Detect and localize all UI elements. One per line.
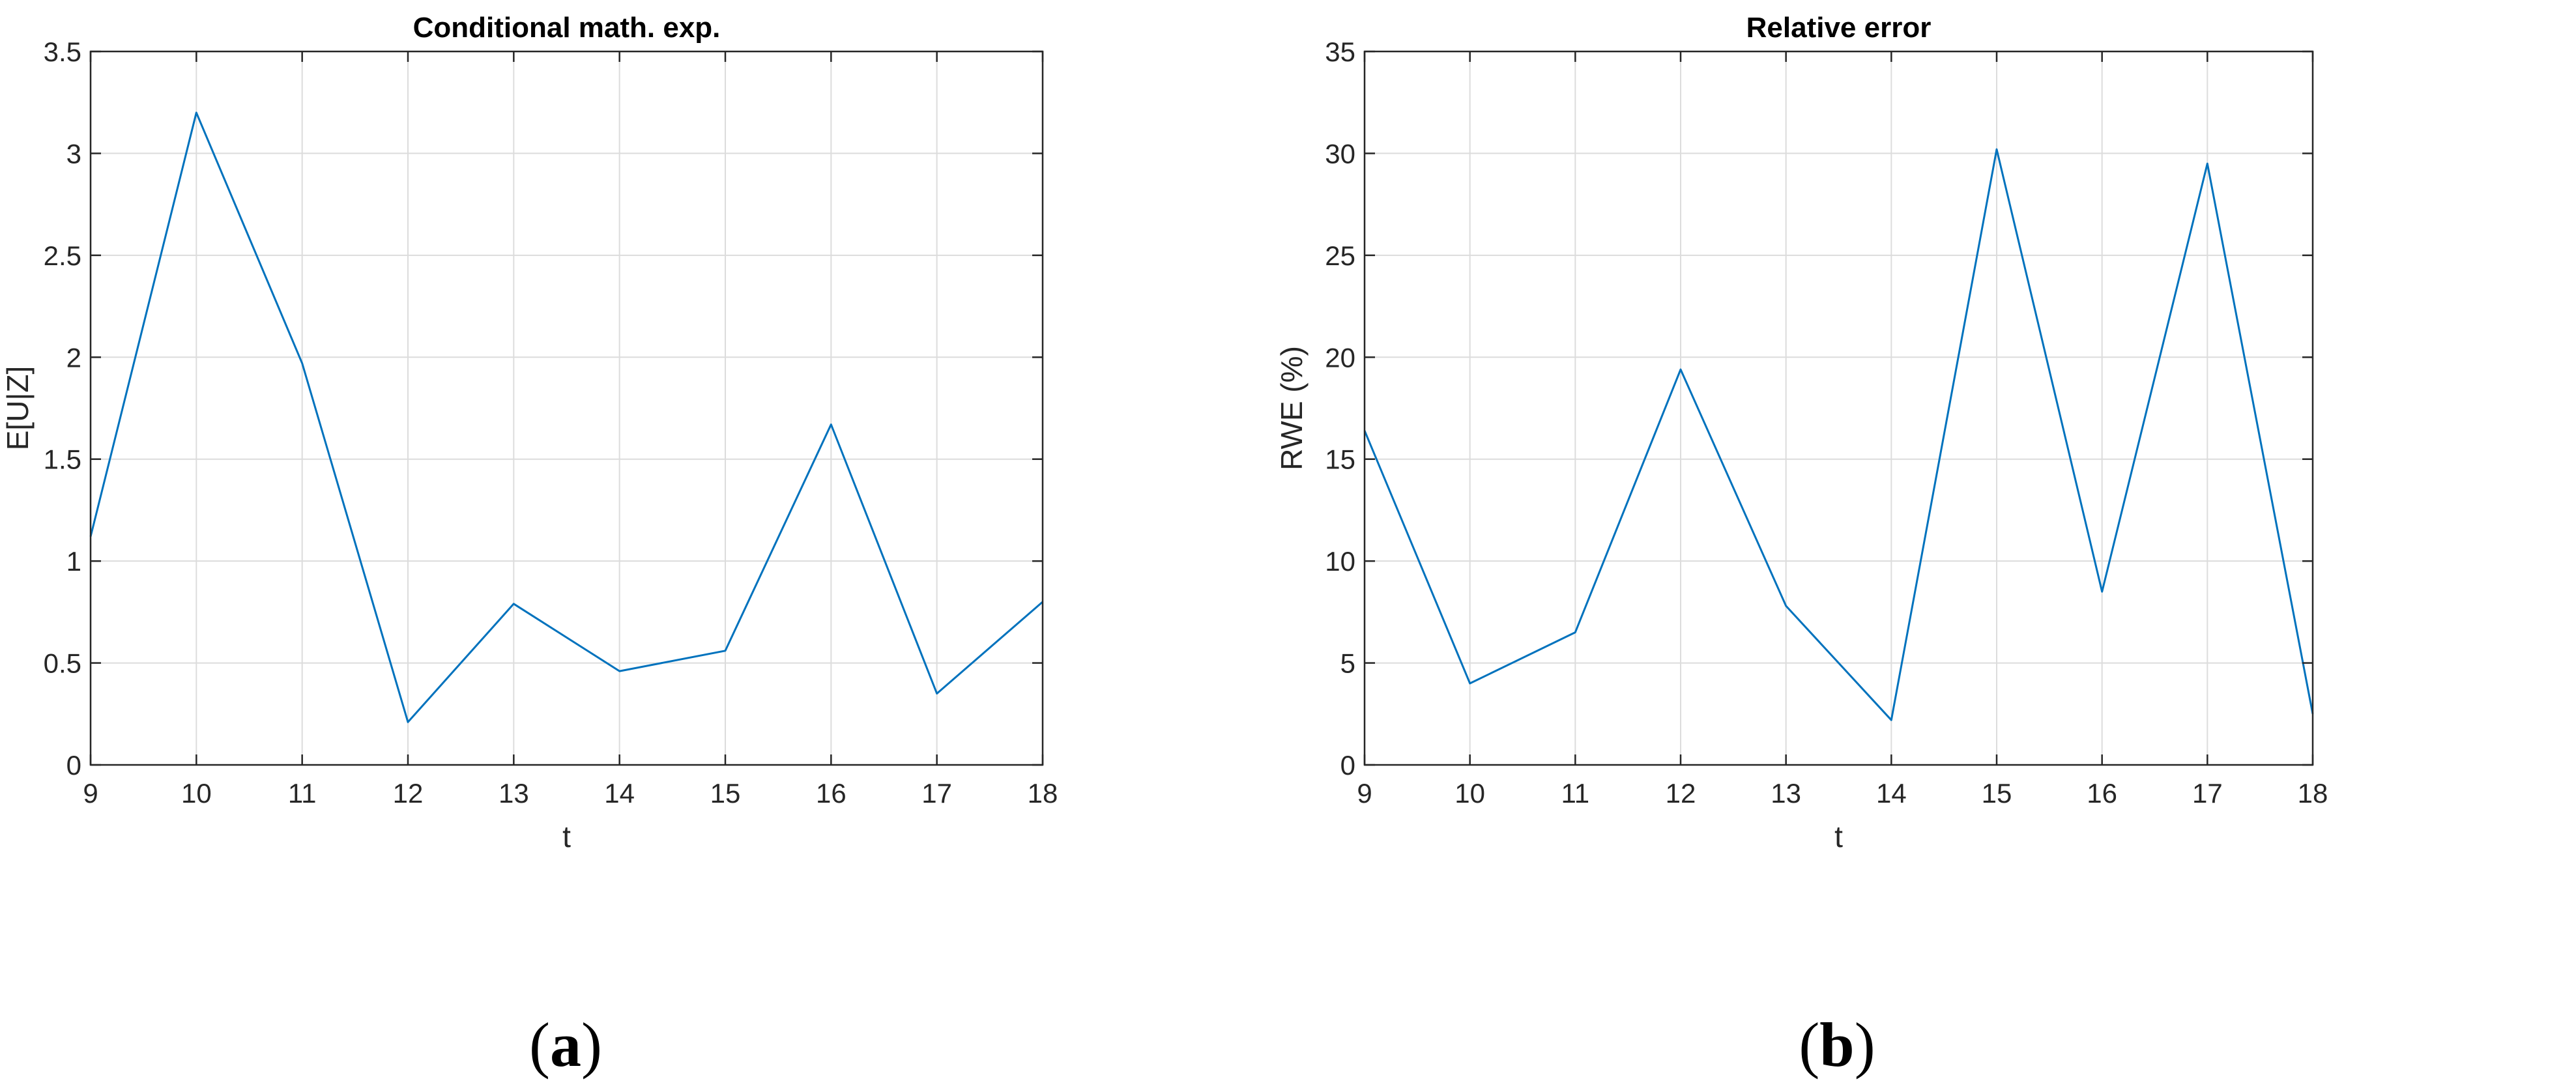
x-axis-label-a: t: [562, 820, 571, 853]
data-point-b-2: [1574, 631, 1576, 633]
caption-a-letter: a: [550, 1010, 581, 1080]
ytick-label-a-3: 1.5: [44, 444, 81, 475]
ytick-label-b-3: 15: [1325, 444, 1355, 475]
y-axis-label-b: RWE (%): [1275, 346, 1309, 470]
xtick-label-a-7: 16: [816, 778, 847, 809]
ytick-label-a-6: 3: [66, 138, 81, 169]
ytick-label-a-5: 2.5: [44, 240, 81, 271]
data-point-a-8: [936, 693, 938, 695]
y-axis-label-a: E[U|Z]: [1, 366, 35, 451]
series-line-b: [1363, 148, 2314, 721]
xtick-label-b-3: 12: [1666, 778, 1696, 809]
data-point-b-3: [1680, 369, 1682, 371]
ytick-label-b-7: 35: [1325, 36, 1355, 67]
plot-area-b: [1365, 51, 2313, 765]
xtick-label-a-0: 9: [83, 778, 98, 809]
data-point-b-7: [2101, 591, 2103, 593]
ytick-label-b-6: 30: [1325, 138, 1355, 169]
data-point-b-8: [2207, 163, 2208, 165]
caption-a: (a): [529, 1010, 602, 1080]
ytick-label-b-2: 10: [1325, 546, 1355, 577]
xtick-label-b-8: 17: [2192, 778, 2223, 809]
data-point-b-6: [1996, 149, 1998, 151]
xtick-label-a-3: 12: [393, 778, 424, 809]
chart-title-a: Conditional math. exp.: [413, 12, 721, 44]
caption-b-letter: b: [1819, 1010, 1855, 1080]
xtick-label-a-9: 18: [1028, 778, 1058, 809]
data-point-a-7: [830, 423, 832, 425]
plot-area-a: [91, 51, 1043, 765]
chart-title-b: Relative error: [1746, 12, 1932, 44]
xtick-label-a-5: 14: [604, 778, 635, 809]
xtick-label-a-6: 15: [710, 778, 741, 809]
data-point-b-4: [1785, 605, 1787, 607]
xtick-label-b-6: 15: [1982, 778, 2012, 809]
xtick-label-a-1: 10: [181, 778, 212, 809]
x-axis-label-b: t: [1834, 820, 1843, 853]
data-point-a-5: [618, 670, 620, 672]
chart-b: 9 10 11 12 13 14 15 16 17 18 0 5 10 15 20 25 30 35 Relativ…: [1275, 12, 2328, 853]
caption-b: (b): [1799, 1010, 1875, 1080]
ytick-label-b-4: 20: [1325, 342, 1355, 373]
xtick-label-b-4: 13: [1771, 778, 1801, 809]
xtick-label-b-7: 16: [2087, 778, 2117, 809]
data-point-a-1: [195, 111, 197, 113]
ytick-label-a-0: 0: [66, 750, 81, 781]
axes-box-a: [89, 50, 1044, 766]
data-point-a-6: [725, 650, 727, 652]
xtick-label-b-2: 11: [1561, 778, 1590, 809]
xtick-label-a-8: 17: [921, 778, 952, 809]
xtick-label-b-5: 14: [1876, 778, 1907, 809]
data-point-a-2: [301, 362, 303, 364]
ytick-label-b-0: 0: [1340, 750, 1355, 781]
ytick-label-b-1: 5: [1340, 648, 1355, 679]
ytick-label-a-2: 1: [66, 546, 81, 577]
axes-box-b: [1363, 50, 2314, 766]
chart-a: 9 10 11 12 13 14 15 16 17 18 0 0.5 1 1.5 2 2.5 3 3.5 Condi…: [1, 12, 1058, 853]
ytick-label-b-5: 25: [1325, 240, 1355, 271]
xtick-label-b-0: 9: [1357, 778, 1372, 809]
xtick-label-a-4: 13: [499, 778, 529, 809]
ytick-label-a-4: 2: [66, 342, 81, 373]
ytick-label-a-7: 3.5: [44, 36, 81, 67]
data-point-a-4: [513, 603, 515, 605]
xtick-label-b-9: 18: [2298, 778, 2328, 809]
data-point-a-3: [407, 721, 409, 723]
series-line-a: [89, 111, 1043, 723]
data-point-b-5: [1890, 719, 1892, 721]
data-point-b-1: [1469, 682, 1471, 684]
xtick-label-b-1: 10: [1454, 778, 1485, 809]
xtick-label-a-2: 11: [288, 778, 317, 809]
ytick-label-a-1: 0.5: [44, 648, 81, 679]
